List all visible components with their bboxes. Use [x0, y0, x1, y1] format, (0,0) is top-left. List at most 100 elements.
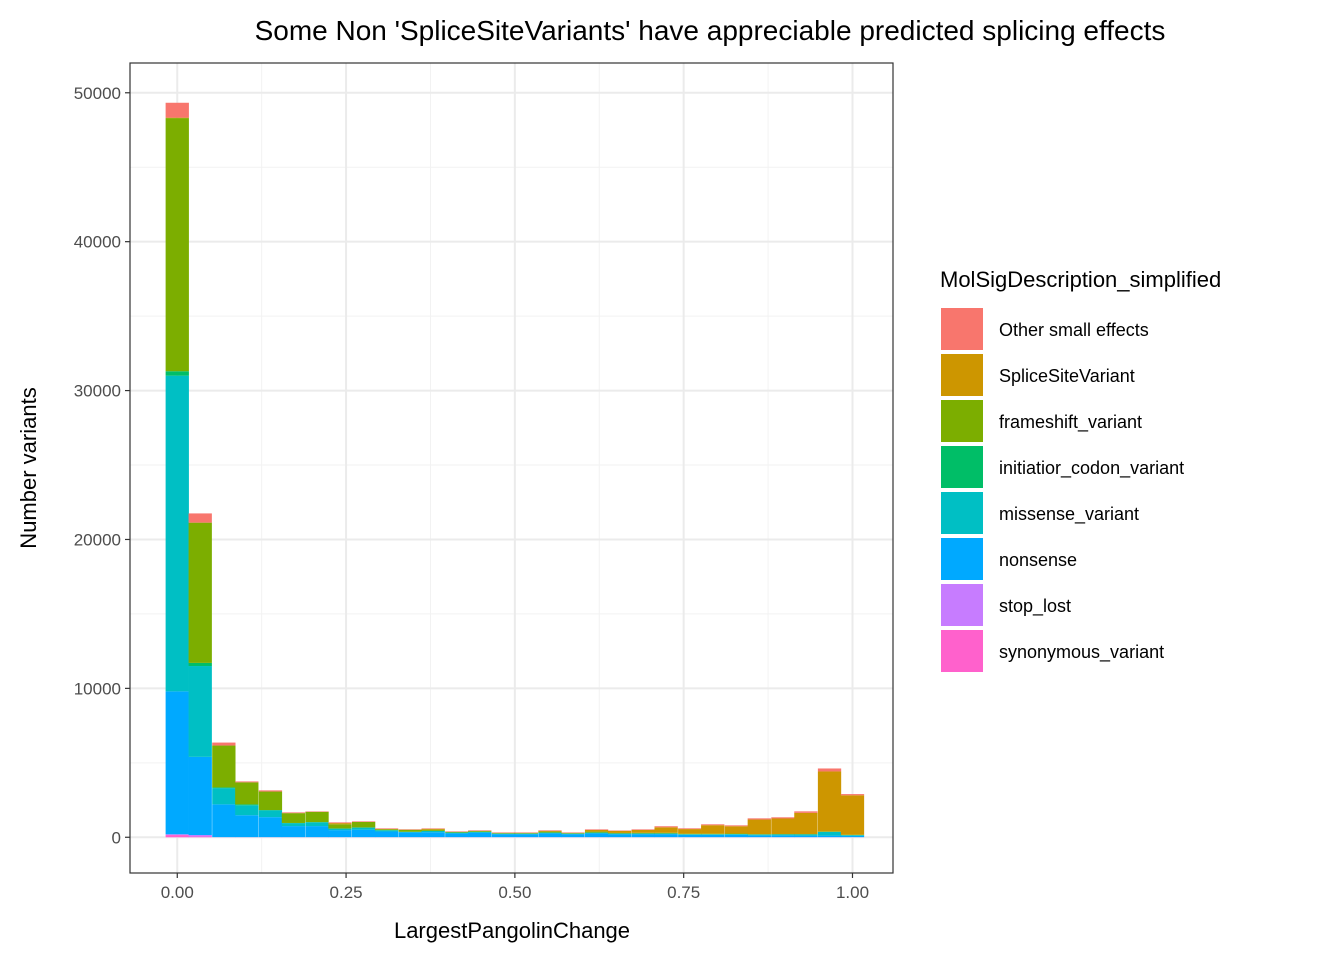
x-tick-label: 0.75: [667, 883, 700, 902]
bar-segment-splicesitevariant: [421, 828, 445, 830]
bar-segment-nonsense: [561, 834, 585, 838]
bar-segment-frameshift-variant: [258, 791, 283, 811]
bar-segment-missense-variant: [817, 831, 842, 836]
x-tick-label: 0.50: [498, 883, 531, 902]
bar-segment-other-small-effects: [724, 825, 748, 827]
plot-background: [130, 63, 893, 873]
bar-segment-other-small-effects: [817, 768, 842, 772]
bar-segment-stop-lost: [165, 834, 189, 836]
legend-key: [941, 446, 983, 488]
plot-panel-border: [129, 62, 894, 874]
bar-segment-nonsense: [421, 832, 445, 838]
bar-segment-splicesitevariant: [771, 818, 795, 834]
x-tick-label: 0.25: [330, 883, 363, 902]
bar-segment-other-small-effects: [165, 102, 189, 118]
y-tick-label: 40000: [74, 233, 121, 252]
bar-segment-nonsense: [212, 804, 236, 838]
bar-segment-frameshift-variant: [584, 831, 609, 833]
bar-segment-nonsense: [514, 834, 539, 838]
legend-label: stop_lost: [999, 596, 1071, 617]
bar-segment-missense-variant: [328, 828, 352, 831]
bar-segment-missense-variant: [631, 833, 655, 835]
bar-segment-missense-variant: [654, 833, 678, 835]
bar-segment-nonsense: [701, 834, 725, 838]
bar-segment-missense-variant: [678, 834, 702, 835]
bar-segment-nonsense: [328, 830, 352, 838]
bar-segment-nonsense: [188, 756, 212, 836]
bar-segment-nonsense: [398, 832, 422, 838]
bar-segment-other-small-effects: [771, 817, 795, 819]
bar-segment-splicesitevariant: [817, 771, 842, 832]
bar-segment-splicesitevariant: [654, 827, 678, 833]
legend-key: [941, 308, 983, 350]
bar-segment-frameshift-variant: [305, 811, 329, 823]
bar-segment-frameshift-variant: [281, 813, 306, 823]
bar-segment-frameshift-variant: [445, 831, 469, 833]
bar-segment-other-small-effects: [701, 824, 725, 826]
bar-segment-nonsense: [794, 835, 818, 838]
bar-segment-splicesitevariant: [678, 829, 702, 834]
legend-key: [941, 354, 983, 396]
bar-segment-nonsense: [235, 815, 259, 838]
bar-segment-initiatior-codon-variant: [212, 787, 236, 789]
bar-segment-synonymous-variant: [188, 836, 212, 838]
legend-key: [941, 492, 983, 534]
bar-segment-splicesitevariant: [538, 830, 562, 832]
bar-segment-nonsense: [491, 834, 516, 838]
y-tick-label: 0: [112, 828, 121, 847]
bar-segment-nonsense: [607, 834, 632, 838]
legend-label: initiatior_codon_variant: [999, 458, 1184, 479]
bar-segment-frameshift-variant: [421, 829, 445, 831]
x-axis-ticks: 0.00 0.25 0.50 0.75 1.00: [161, 873, 869, 902]
bar-segment-nonsense: [258, 817, 283, 838]
bar-segment-other-small-effects: [631, 829, 655, 830]
bar-segment-missense-variant: [724, 834, 748, 835]
bar-segment-missense-variant: [607, 833, 632, 835]
bar-segment-nonsense: [817, 835, 842, 838]
bar-segment-other-small-effects: [584, 829, 609, 830]
bar-segment-nonsense: [538, 833, 562, 838]
bar-segment-nonsense: [445, 833, 469, 838]
bar-segment-missense-variant: [538, 832, 562, 834]
bar-segment-missense-variant: [351, 827, 376, 830]
bar-segment-frameshift-variant: [538, 831, 562, 833]
bar-segment-missense-variant: [747, 834, 771, 836]
y-axis-ticks: 0 10000 20000 30000 40000 50000: [74, 84, 130, 847]
y-tick-label: 10000: [74, 679, 121, 698]
bar-segment-nonsense: [584, 833, 609, 838]
bar-segment-nonsense: [351, 829, 376, 838]
legend-title: MolSigDescription_simplified: [940, 267, 1221, 292]
legend-key: [941, 400, 983, 442]
bar-segment-splicesitevariant: [840, 795, 865, 835]
legend-label: synonymous_variant: [999, 642, 1164, 663]
bar-segment-missense-variant: [258, 810, 283, 818]
bar-segment-nonsense: [747, 835, 771, 838]
bar-segment-synonymous-variant: [165, 835, 189, 838]
legend-label: missense_variant: [999, 504, 1139, 525]
bar-segment-stop-lost: [188, 835, 212, 837]
bar-segment-nonsense: [840, 835, 865, 838]
bar-segment-nonsense: [165, 691, 189, 835]
bar-segment-missense-variant: [188, 666, 212, 757]
x-axis-label: LargestPangolinChange: [394, 918, 630, 943]
bar-segment-other-small-effects: [678, 828, 702, 830]
bar-segment-splicesitevariant: [724, 826, 748, 834]
bar-segment-frameshift-variant: [631, 832, 655, 834]
bar-segment-missense-variant: [794, 834, 818, 836]
y-tick-label: 20000: [74, 530, 121, 549]
bar-segment-missense-variant: [212, 788, 236, 805]
bar-segment-other-small-effects: [328, 822, 352, 824]
bar-segment-other-small-effects: [351, 821, 376, 822]
bar-segment-other-small-effects: [258, 790, 283, 792]
bar-segment-frameshift-variant: [654, 832, 678, 834]
bar-segment-splicesitevariant: [328, 823, 352, 825]
bars: [165, 102, 865, 838]
bar-segment-nonsense: [678, 834, 702, 838]
bar-segment-missense-variant: [445, 832, 469, 834]
legend-label: SpliceSiteVariant: [999, 366, 1135, 386]
bar-segment-frameshift-variant: [398, 829, 422, 832]
bar-segment-missense-variant: [165, 375, 189, 692]
legend-key: [941, 584, 983, 626]
gridlines: [130, 63, 893, 873]
